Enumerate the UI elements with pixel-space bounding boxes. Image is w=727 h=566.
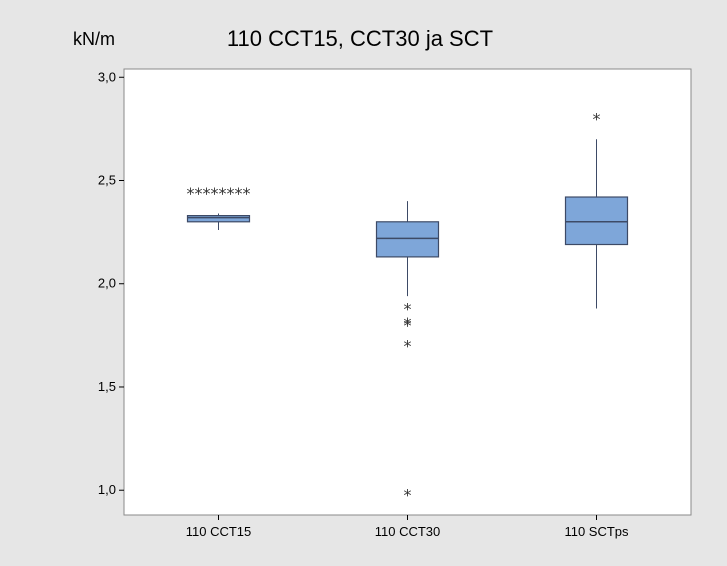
x-category-label: 110 SCTps bbox=[564, 524, 629, 539]
outlier-marker: * bbox=[211, 184, 219, 203]
y-tick-label: 3,0 bbox=[98, 69, 116, 84]
outlier-marker: * bbox=[227, 184, 235, 203]
box-group: * bbox=[564, 110, 629, 309]
outlier-marker: * bbox=[404, 337, 412, 356]
outlier-marker: * bbox=[235, 184, 243, 203]
outlier-marker: * bbox=[404, 485, 412, 504]
y-tick-label: 1,0 bbox=[98, 482, 116, 497]
x-axis: 110 CCT15 110 CCT30 110 SCTps bbox=[186, 515, 629, 539]
outlier-marker: * bbox=[404, 316, 412, 335]
chart-title: 110 CCT15, CCT30 ja SCT bbox=[227, 26, 493, 51]
x-category-label: 110 CCT30 bbox=[375, 524, 441, 539]
y-tick-label: 1,5 bbox=[98, 379, 116, 394]
iqr-box bbox=[375, 221, 440, 258]
box-group: ***** bbox=[375, 201, 440, 504]
x-category-label: 110 CCT15 bbox=[186, 524, 252, 539]
outlier-marker: * bbox=[243, 184, 251, 203]
iqr-box bbox=[564, 196, 629, 246]
outlier-marker: * bbox=[187, 184, 195, 203]
outlier-marker: * bbox=[195, 184, 203, 203]
box-group: * * * * * * * * bbox=[186, 184, 251, 231]
outlier-marker: * bbox=[219, 184, 227, 203]
y-tick-label: 2,5 bbox=[98, 173, 116, 188]
y-tick-label: 2,0 bbox=[98, 276, 116, 291]
outlier-marker: * bbox=[203, 184, 211, 203]
iqr-box bbox=[186, 215, 251, 223]
box-series: * * * * * * * ******* bbox=[186, 110, 629, 504]
outlier-marker: * bbox=[593, 110, 601, 129]
y-axis: 1,0 1,5 2,0 2,5 3,0 bbox=[98, 69, 124, 497]
outlier-marker: * bbox=[404, 300, 412, 319]
y-axis-unit-label: kN/m bbox=[73, 29, 115, 49]
outlier-marker: * bbox=[404, 314, 412, 333]
